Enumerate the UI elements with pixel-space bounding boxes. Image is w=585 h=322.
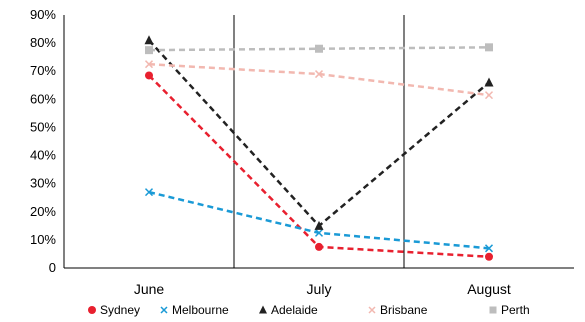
legend-label-melbourne: Melbourne [172,303,229,317]
x-tick-label: June [134,281,165,297]
legend-label-adelaide: Adelaide [271,303,318,317]
data-point-brisbane [314,70,324,79]
legend: Sydney Melbourne Adelaide Brisbane Perth [88,303,530,317]
legend-item-sydney: Sydney [88,303,140,317]
y-tick-label: 30% [30,176,56,191]
legend-marker-melbourne [160,306,168,314]
series-adelaide [144,35,494,230]
y-tick-label: 60% [30,91,56,106]
series-sydney [145,71,493,261]
data-point-brisbane [144,60,154,69]
legend-item-perth: Perth [489,303,530,317]
data-point-sydney [485,252,493,261]
data-point-adelaide [144,35,154,45]
y-tick-label: 50% [30,119,56,134]
data-point-melbourne [314,228,324,237]
data-point-perth [315,44,323,53]
legend-item-melbourne: Melbourne [160,303,229,317]
series-perth [145,43,493,55]
series-line-melbourne [148,190,490,250]
y-tick-label: 10% [30,232,56,247]
data-point-adelaide [314,220,324,230]
data-point-perth [485,43,493,52]
legend-label-perth: Perth [501,303,530,317]
x-tick-label: August [467,281,511,297]
data-point-melbourne [484,244,494,253]
x-tick-label: July [307,281,332,297]
y-axis-ticks: 0 10% 20% 30% 40% 50% 60% 70% 80% 90% [30,7,56,275]
series-brisbane [144,60,494,100]
data-point-melbourne [144,188,154,197]
data-point-sydney [145,71,153,80]
data-point-brisbane [484,91,494,100]
y-tick-label: 0 [49,260,56,275]
y-tick-label: 80% [30,35,56,50]
axes [63,15,574,269]
series-melbourne [144,188,494,253]
y-tick-label: 20% [30,204,56,219]
x-axis-ticks: June July August [134,281,511,297]
legend-item-brisbane: Brisbane [368,303,428,317]
y-tick-label: 40% [30,148,56,163]
data-point-perth [145,46,153,55]
legend-marker-adelaide [259,305,267,314]
y-tick-label: 70% [30,63,56,78]
legend-marker-brisbane [368,306,376,314]
legend-marker-sydney [88,306,96,314]
series-line-brisbane [148,62,490,97]
data-point-sydney [315,242,323,251]
legend-marker-perth [489,306,497,314]
y-tick-label: 90% [30,7,56,22]
series-group [144,35,494,261]
data-point-adelaide [484,77,494,87]
legend-label-sydney: Sydney [100,303,140,317]
legend-label-brisbane: Brisbane [380,303,428,317]
legend-item-adelaide: Adelaide [259,303,318,317]
